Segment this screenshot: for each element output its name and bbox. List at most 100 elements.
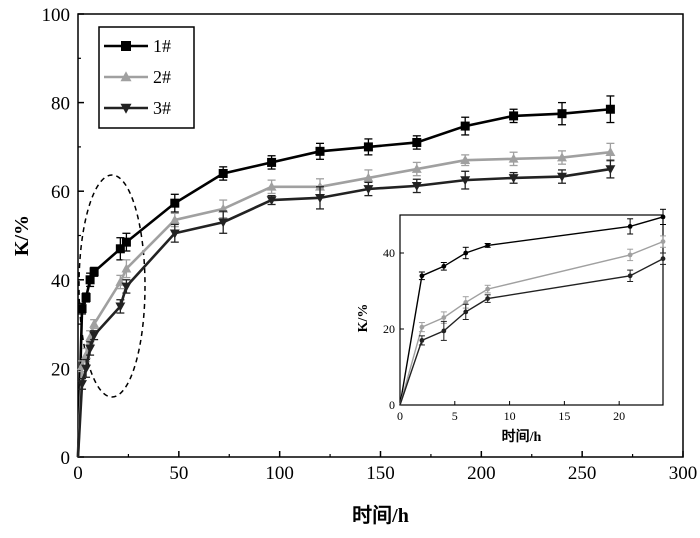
inset-series-3-point [419,338,425,343]
series-1-point [81,293,91,303]
inset-y-tick-label: 20 [383,322,395,336]
inset-frame [399,214,664,406]
inset-x-axis-title: 时间/h [502,428,542,445]
x-tick-label: 0 [73,463,83,484]
inset-series-3-point [463,309,469,315]
inset-series-3-point [660,256,666,262]
series-1-point [85,275,95,285]
series-3-point [460,176,471,186]
series-2-point [266,181,277,191]
x-tick-label: 300 [669,463,698,484]
series-2-point [169,214,180,224]
inset-x-tick-label: 20 [613,409,625,423]
inset-series-1-point [627,224,633,229]
inset-series-1-point [660,214,666,220]
series-2-point [411,163,422,173]
series-1-point [460,121,470,131]
series-1-point [412,137,422,147]
series-2-point [315,181,325,191]
series-3-point [315,194,325,204]
inset-series-2-point [441,315,447,320]
inset-x-tick-label: 5 [452,409,458,423]
y-tick-label: 40 [51,271,70,292]
series-1-point [509,111,519,121]
x-tick-label: 200 [467,463,496,484]
series-3-point [89,331,100,341]
series-3-point [605,165,616,175]
series-1-point [315,146,325,156]
series-1-point [89,267,99,277]
series-1-point [170,198,180,208]
inset-x-tick-label: 10 [504,409,516,423]
series-1-point [605,104,615,114]
inset-series-1-point [441,263,447,269]
inset-series-2-group [399,235,666,406]
series-1-group [76,95,615,458]
legend-label-2: 2# [153,67,171,87]
series-1-point [557,109,567,119]
series-2-point [89,318,100,328]
legend-marker-3 [120,103,132,114]
main-chart: 0 50 100 150 200 250 300020406080100时间/hK/%1#2… [11,5,697,527]
x-tick-label: 100 [265,463,294,484]
y-tick-label: 80 [51,94,70,115]
y-tick-label: 100 [42,5,71,26]
highlight-ellipse [78,174,146,398]
series-2-group [76,142,616,458]
series-3-point [169,229,180,239]
x-tick-label: 50 [169,463,188,484]
inset-series-1-point [419,273,425,279]
inset-series-1-point [485,243,491,248]
inset-series-1-point [463,250,469,256]
legend-label-3: 3# [153,98,171,118]
series-3-point [266,196,277,206]
series-2-point [121,263,132,273]
series-3-point [85,344,96,354]
x-tick-label: 150 [366,463,395,484]
inset-series-2-point [485,286,491,292]
series-2-point [363,172,374,182]
inset-series-3-point [441,328,447,334]
inset-series-3-point [627,273,633,279]
inset-x-tick-label: 0 [397,409,403,423]
y-tick-label: 60 [51,182,70,203]
y-axis-title: K/% [11,215,33,256]
series-3-point [411,182,422,192]
inset-y-tick-label: 40 [383,246,395,260]
inset-series-3-point [485,296,491,301]
legend-marker-1 [121,41,131,51]
inset-y-axis-title: K/% [356,304,371,333]
x-axis-title: 时间/h [352,504,409,527]
inset-series-2-point [660,239,666,245]
legend-label-1: 1# [153,36,171,56]
inset-y-tick-label: 0 [389,398,395,412]
inset-chart: 0 5 10 15 20 0 20 40 时间/h K/% [356,208,666,445]
series-2-point [605,147,616,157]
series-1-point [267,157,277,167]
inset-series-3-group [399,252,666,406]
inset-series-2-point [627,252,633,258]
series-2-point [460,155,471,165]
series-3-point [115,302,126,312]
series-3-point [363,185,374,195]
series-3-point [218,218,229,228]
series-2-point [557,152,567,162]
y-tick-label: 0 [61,448,71,469]
y-tick-label: 20 [51,359,70,380]
inset-series-2-point [463,300,469,305]
series-3-group [76,159,616,458]
series-3-point [77,380,87,390]
series-2-point [508,153,519,163]
series-1-point [121,237,131,247]
series-1-point [218,168,228,178]
inset-series-1-group [399,208,666,406]
inset-series-2-point [419,324,425,330]
series-3-point [557,172,567,182]
series-3-point [81,364,92,374]
series-1-point [77,304,87,314]
legend-marker-2 [120,71,132,82]
series-3-point [508,174,519,184]
series-3-point [121,282,132,292]
